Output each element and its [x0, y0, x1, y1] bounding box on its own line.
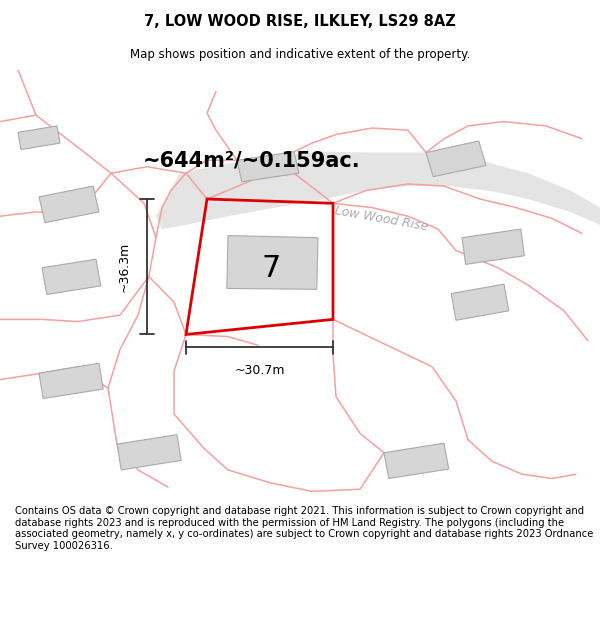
Polygon shape	[426, 141, 486, 177]
Text: Low Wood Rise: Low Wood Rise	[333, 204, 429, 233]
Text: ~30.7m: ~30.7m	[234, 364, 285, 378]
Polygon shape	[39, 363, 103, 399]
Polygon shape	[156, 152, 600, 229]
Text: 7, LOW WOOD RISE, ILKLEY, LS29 8AZ: 7, LOW WOOD RISE, ILKLEY, LS29 8AZ	[144, 14, 456, 29]
Text: ~36.3m: ~36.3m	[118, 242, 131, 292]
Text: ~644m²/~0.159ac.: ~644m²/~0.159ac.	[143, 150, 361, 170]
Polygon shape	[384, 443, 449, 479]
Polygon shape	[117, 434, 181, 470]
Polygon shape	[18, 126, 60, 149]
Polygon shape	[451, 284, 509, 320]
Polygon shape	[227, 236, 318, 289]
Text: Map shows position and indicative extent of the property.: Map shows position and indicative extent…	[130, 48, 470, 61]
Polygon shape	[42, 259, 101, 294]
Polygon shape	[237, 152, 299, 182]
Polygon shape	[39, 186, 99, 222]
Text: 7: 7	[261, 254, 280, 283]
Polygon shape	[462, 229, 524, 264]
Text: Contains OS data © Crown copyright and database right 2021. This information is : Contains OS data © Crown copyright and d…	[15, 506, 593, 551]
